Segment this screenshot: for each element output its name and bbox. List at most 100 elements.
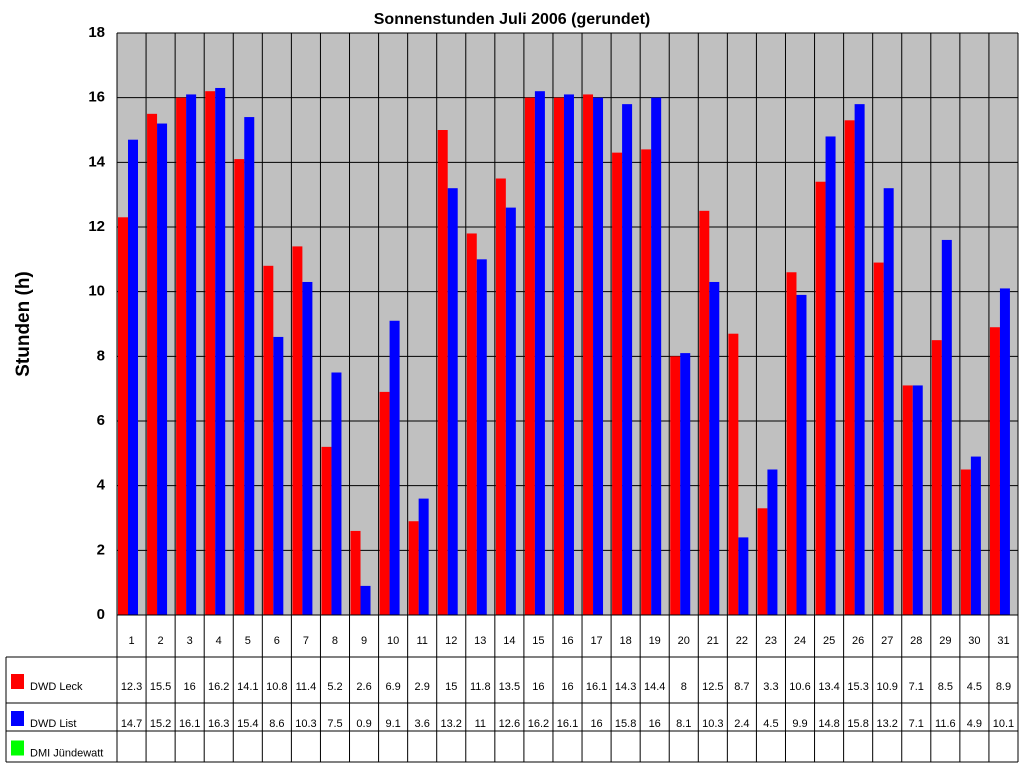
- x-tick-label: 31: [997, 635, 1009, 647]
- table-value: 6.9: [385, 681, 400, 693]
- bar: [593, 97, 604, 615]
- table-value: 13.2: [441, 718, 462, 730]
- bar: [505, 207, 516, 615]
- bar: [583, 94, 594, 615]
- table-value: 15.8: [615, 718, 636, 730]
- bar: [931, 340, 942, 615]
- bar: [186, 94, 197, 615]
- bar: [418, 498, 429, 615]
- legend-label: DWD Leck: [30, 681, 83, 693]
- x-tick-label: 8: [332, 635, 338, 647]
- table-value: 14.3: [615, 681, 636, 693]
- bar: [447, 188, 458, 615]
- table-value: 9.1: [385, 718, 400, 730]
- table-value: 14.1: [237, 681, 258, 693]
- bar: [767, 469, 778, 615]
- x-tick-label: 19: [649, 635, 661, 647]
- bar: [476, 259, 487, 615]
- bar: [960, 469, 971, 615]
- x-tick-label: 17: [590, 635, 602, 647]
- bar: [699, 210, 710, 616]
- bar: [389, 320, 400, 615]
- bar: [292, 246, 303, 615]
- y-tick-label: 12: [88, 218, 105, 235]
- bar: [302, 281, 313, 615]
- table-value: 8.9: [996, 681, 1011, 693]
- bar: [999, 288, 1010, 615]
- bar: [902, 385, 913, 615]
- bar: [147, 113, 158, 615]
- table-value: 12.6: [499, 718, 520, 730]
- bar: [234, 159, 245, 615]
- legend-key: [11, 674, 24, 689]
- x-tick-label: 15: [532, 635, 544, 647]
- bar: [854, 104, 865, 615]
- table-value: 8: [681, 681, 687, 693]
- bar: [738, 537, 749, 615]
- bar: [815, 181, 826, 615]
- table-value: 14.4: [644, 681, 665, 693]
- table-value: 10.9: [876, 681, 897, 693]
- bar: [263, 265, 274, 615]
- legend-key: [11, 711, 24, 726]
- table-value: 10.3: [295, 718, 316, 730]
- table-value: 5.2: [327, 681, 342, 693]
- y-tick-label: 0: [97, 606, 105, 623]
- bar: [825, 136, 836, 615]
- table-value: 4.5: [967, 681, 982, 693]
- bar: [651, 97, 662, 615]
- y-tick-label: 2: [97, 541, 105, 558]
- x-tick-label: 2: [158, 635, 164, 647]
- table-value: 15.3: [847, 681, 868, 693]
- x-tick-label: 5: [245, 635, 251, 647]
- x-tick-label: 12: [445, 635, 457, 647]
- table-value: 3.3: [763, 681, 778, 693]
- bar: [437, 130, 448, 615]
- table-value: 13.2: [876, 718, 897, 730]
- x-tick-label: 4: [216, 635, 222, 647]
- table-value: 9.9: [792, 718, 807, 730]
- x-tick-label: 9: [361, 635, 367, 647]
- table-value: 16: [649, 718, 661, 730]
- table-value: 8.1: [676, 718, 691, 730]
- bar: [989, 327, 1000, 615]
- table-value: 11.4: [296, 681, 317, 693]
- table-value: 15.4: [237, 718, 258, 730]
- table-value: 14.8: [818, 718, 839, 730]
- table-value: 11.8: [470, 681, 491, 693]
- y-tick-label: 6: [97, 412, 105, 429]
- x-tick-label: 14: [503, 635, 515, 647]
- table-value: 15.5: [150, 681, 171, 693]
- bar: [844, 120, 855, 616]
- bar: [118, 217, 128, 616]
- table-value: 15.2: [150, 718, 171, 730]
- table-value: 4.5: [763, 718, 778, 730]
- x-tick-label: 30: [968, 635, 980, 647]
- chart-title: Sonnenstunden Juli 2006 (gerundet): [374, 11, 650, 28]
- y-tick-label: 16: [88, 89, 105, 106]
- legend-key: [11, 740, 24, 756]
- y-tick-label: 8: [97, 347, 105, 364]
- table-value: 7.1: [909, 718, 924, 730]
- bar: [215, 87, 226, 615]
- bar: [883, 188, 894, 615]
- bar: [563, 94, 574, 615]
- table-value: 16.3: [208, 718, 229, 730]
- legend-label: DMI Jündewatt: [30, 747, 103, 759]
- x-tick-label: 24: [794, 635, 806, 647]
- table-value: 16.1: [586, 681, 607, 693]
- bar: [970, 456, 981, 615]
- table-value: 16: [184, 681, 196, 693]
- bar: [873, 262, 884, 615]
- table-value: 13.5: [499, 681, 520, 693]
- x-tick-label: 18: [620, 635, 632, 647]
- table-value: 12.5: [702, 681, 723, 693]
- table-value: 3.6: [415, 718, 430, 730]
- table-value: 11.6: [935, 718, 956, 730]
- x-tick-label: 21: [707, 635, 719, 647]
- table-value: 15.8: [847, 718, 868, 730]
- x-tick-label: 3: [187, 635, 193, 647]
- table-value: 8.6: [269, 718, 284, 730]
- bar: [350, 530, 361, 615]
- x-tick-label: 10: [387, 635, 399, 647]
